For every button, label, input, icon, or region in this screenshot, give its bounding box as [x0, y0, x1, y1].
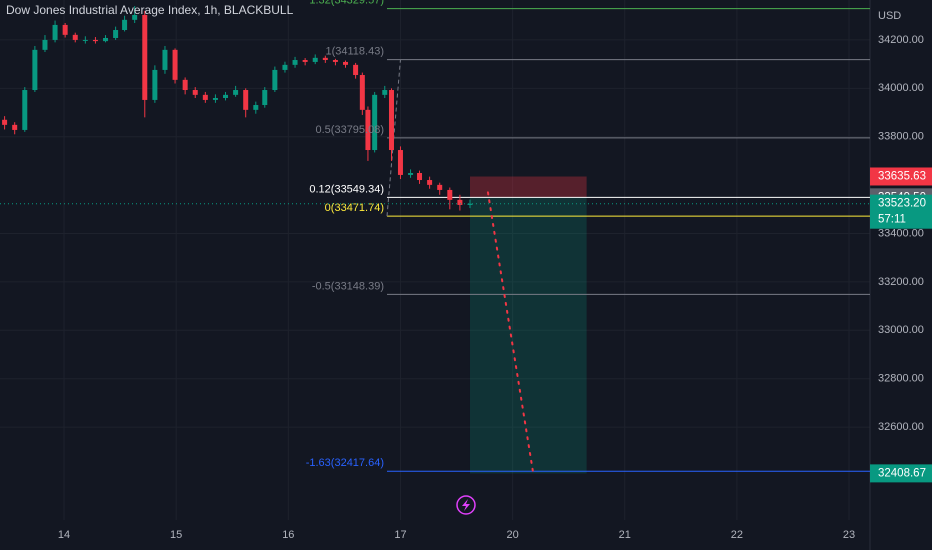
candle-body — [282, 64, 288, 70]
target-zone — [469, 197, 587, 474]
stop-zone — [469, 176, 587, 198]
x-tick-label: 17 — [394, 529, 406, 541]
candle-body — [103, 37, 109, 42]
projection-line — [486, 191, 534, 472]
price-badge-label: 33635.63 — [878, 171, 926, 183]
candle-body — [427, 180, 433, 185]
candle-body — [457, 199, 463, 205]
candle-body — [447, 189, 453, 200]
fib-label: 0(33471.74) — [325, 202, 384, 214]
candle-body — [2, 119, 8, 125]
fib-label: 1.32(34329.57) — [309, 0, 384, 6]
candle-body — [397, 150, 403, 175]
price-badge — [870, 194, 932, 229]
fib-label: 0.12(33549.34) — [309, 183, 384, 195]
y-tick-label: 34200.00 — [878, 34, 924, 46]
candle-body — [32, 49, 38, 91]
candle-body — [302, 60, 308, 62]
fib-label: -0.5(33148.39) — [312, 280, 384, 292]
y-tick-label: 33800.00 — [878, 131, 924, 143]
candle-body — [243, 90, 249, 110]
candle-body — [312, 57, 318, 62]
candle-body — [82, 39, 88, 41]
x-tick-label: 21 — [619, 529, 631, 541]
y-tick-label: 32800.00 — [878, 373, 924, 385]
candle-body — [223, 94, 229, 98]
overlay: 1.32(34329.57) 1(34118.43) 0.5(33795.08) 0.… — [0, 0, 932, 483]
candle-body — [365, 109, 371, 151]
candle-body — [382, 90, 388, 95]
candle-body — [359, 75, 365, 110]
candle-body — [152, 69, 158, 100]
candle-body — [172, 49, 178, 80]
countdown-label: 57:11 — [878, 214, 906, 226]
candle-body — [353, 64, 359, 76]
candle-body — [182, 79, 188, 91]
candle-body — [72, 34, 78, 40]
price-badge — [870, 167, 932, 186]
candle-body — [92, 39, 98, 42]
candle-body — [322, 57, 328, 61]
x-tick-label: 16 — [282, 529, 294, 541]
candle-body — [113, 30, 119, 38]
candle-body — [272, 69, 278, 91]
candle-body — [253, 105, 259, 110]
x-tick-label: 23 — [843, 529, 855, 541]
fib-label: 1(34118.43) — [325, 46, 384, 58]
candle-body — [212, 97, 218, 100]
marks — [2, 6, 870, 474]
candle-body — [62, 24, 68, 35]
y-tick-label: 32600.00 — [878, 421, 924, 433]
candle-body — [343, 61, 349, 65]
candle-body — [372, 94, 378, 151]
x-tick-label: 22 — [731, 529, 743, 541]
y-tick-label: 33000.00 — [878, 324, 924, 336]
candle-body — [162, 49, 168, 70]
candle-body — [22, 90, 28, 130]
price-badge — [870, 464, 932, 483]
icon-bolt[interactable] — [462, 499, 470, 511]
candle-body — [292, 60, 298, 65]
y-tick-label: 33200.00 — [878, 276, 924, 288]
chart-title: Dow Jones Industrial Average Index, 1h, … — [6, 3, 294, 17]
candle-body — [467, 203, 473, 205]
candle-body — [437, 184, 443, 190]
candle-body — [408, 173, 414, 175]
candle-body — [417, 173, 423, 181]
icon-ring[interactable] — [456, 495, 476, 515]
candle-body — [42, 39, 48, 50]
price-badge-label: 33523.20 — [878, 198, 926, 210]
candle-body — [132, 15, 138, 20]
candle-body — [262, 90, 268, 106]
candle-body — [142, 15, 148, 100]
x-tick-label: 15 — [170, 529, 182, 541]
candle-body — [233, 90, 239, 95]
candle-body — [332, 60, 338, 62]
lightning-icon[interactable] — [456, 495, 476, 515]
candle-body — [122, 19, 128, 31]
grid — [0, 0, 871, 550]
candle-body — [388, 90, 394, 151]
fib-label: 0.5(33795.08) — [316, 124, 385, 136]
candle-body — [202, 94, 208, 100]
candle-body — [12, 124, 18, 130]
fib-label: -1.63(32417.64) — [306, 457, 384, 469]
x-tick-label: 20 — [506, 529, 518, 541]
y-tick-label: 33400.00 — [878, 227, 924, 239]
candle-body — [192, 90, 198, 95]
candle-body — [52, 24, 58, 40]
price-badge-label: 32408.67 — [878, 467, 926, 479]
x-tick-label: 14 — [58, 529, 70, 541]
y-tick-label: 34000.00 — [878, 82, 924, 94]
currency-label: USD — [878, 10, 901, 22]
